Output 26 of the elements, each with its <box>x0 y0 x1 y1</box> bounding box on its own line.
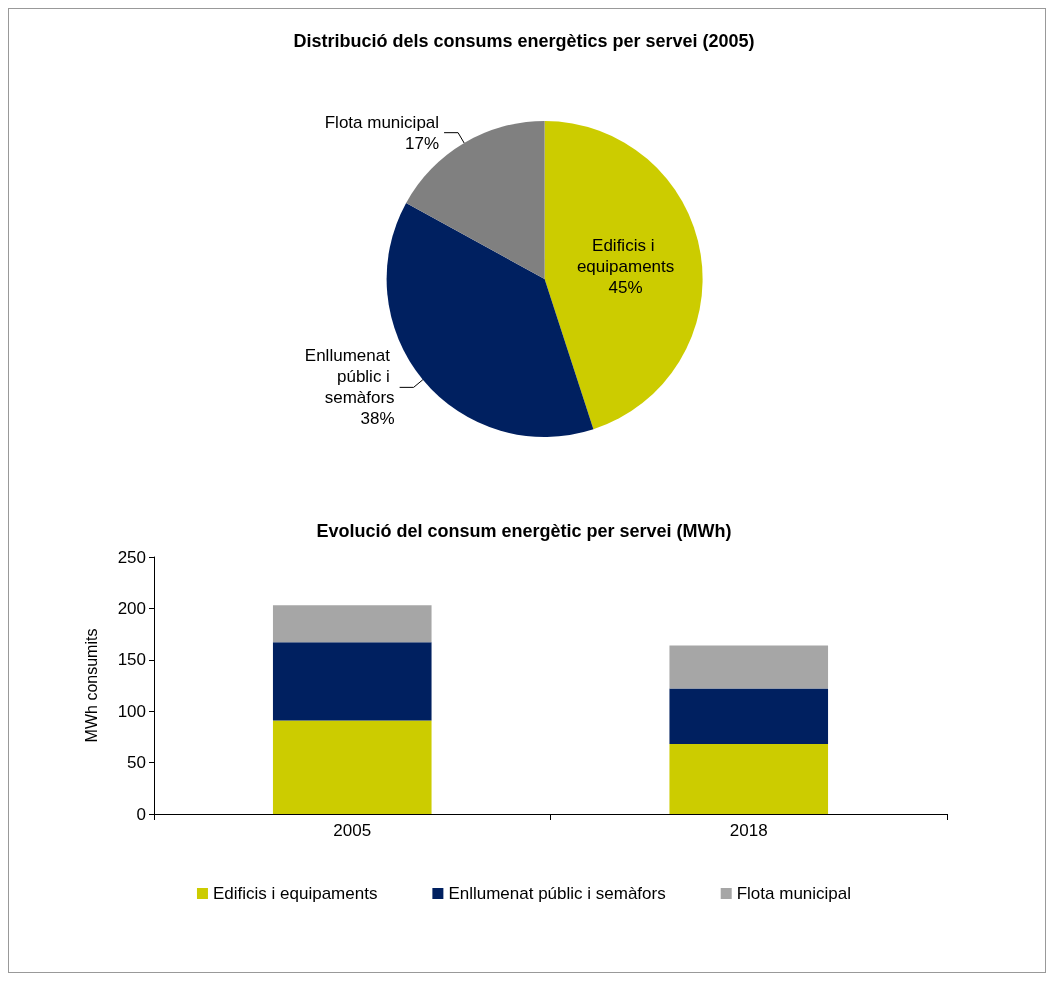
slice-label: Edificis i equipaments <box>576 235 675 276</box>
y-tick-label: 250 <box>117 547 146 567</box>
x-tick-label: 2005 <box>333 821 372 840</box>
bar <box>272 605 432 643</box>
x-tick-label: 2018 <box>729 821 768 840</box>
y-tick-label: 150 <box>117 650 146 670</box>
bar <box>669 688 829 745</box>
y-tick-label: 50 <box>127 753 146 773</box>
chart-title: Distribució dels consums energètics per servei (2005) <box>293 31 755 51</box>
y-tick-label: 200 <box>117 598 146 618</box>
legend-label: Enllumenat públic i semàfors <box>448 884 666 903</box>
data-label: 17% <box>405 133 440 153</box>
bar <box>272 720 432 814</box>
bar <box>272 642 432 721</box>
chart-title: Evolució del consum energètic per servei (MWh) <box>316 521 732 541</box>
y-tick-label: 100 <box>117 701 146 721</box>
y-axis-title: MWh consumits <box>82 628 100 743</box>
slice-label: Flota municipal <box>324 112 440 132</box>
slice-label: Enllumenat públic i semàfors <box>304 346 395 408</box>
y-tick-label: 0 <box>136 804 146 824</box>
legend-label: Edificis i equipaments <box>212 884 378 903</box>
bar <box>669 744 829 814</box>
legend-label: Flota municipal <box>736 884 852 903</box>
data-label: 45% <box>608 277 643 297</box>
data-label: 38% <box>360 409 395 429</box>
bar <box>669 645 829 689</box>
